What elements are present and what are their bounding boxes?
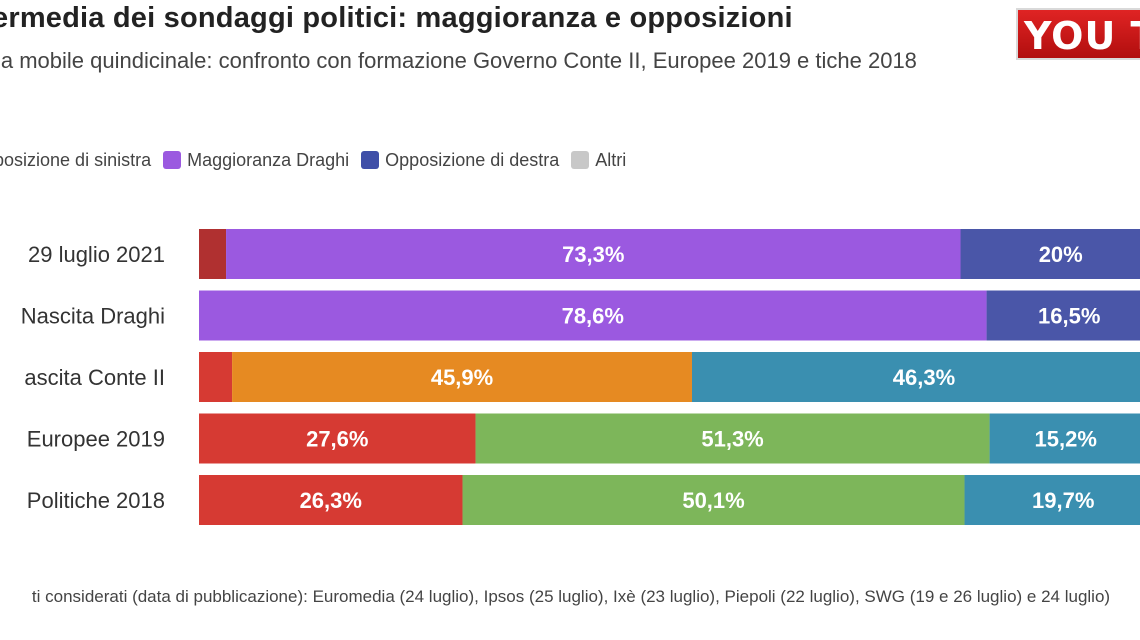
bar-row-ascita-conte-ii: ascita Conte II 45,9% 46,3% [24, 352, 1140, 402]
data-label: 73,3% [562, 242, 624, 267]
legend-swatch [571, 151, 590, 169]
bar-segment [226, 229, 961, 279]
data-label: 15,2% [1035, 427, 1097, 452]
stacked-bar-chart: 29 luglio 2021 73,3% 20% Nascita Draghi 78,6… [21, 229, 1140, 525]
bar-segment [475, 413, 990, 464]
data-label: 45,9% [431, 365, 493, 390]
logo-text: YOU T [1024, 14, 1140, 58]
legend-item-opposizione-sinistra: posizione di sinistra [0, 150, 151, 171]
data-label: 46,3% [893, 365, 955, 390]
data-label: 26,3% [300, 488, 362, 513]
category-label: Nascita Draghi [21, 304, 165, 329]
legend-label: Opposizione di destra [385, 149, 560, 170]
bar-segment [691, 352, 1140, 402]
bar-segment [960, 229, 1140, 279]
bar-segment [986, 290, 1140, 341]
bar-segment [199, 290, 987, 341]
bar-segment [199, 475, 463, 525]
legend-label: Altri [595, 149, 627, 170]
data-label: 19,7% [1032, 488, 1094, 513]
chart-title: ermedia dei sondaggi politici: maggioran… [0, 2, 793, 34]
bar-segment [232, 352, 692, 402]
category-label: Europee 2019 [27, 427, 165, 452]
chart-footnote: ti considerati (data di pubblicazione): … [31, 587, 1111, 606]
chart-legend: posizione di sinistra Maggioranza Draghi… [0, 148, 638, 172]
legend-item-maggioranza-draghi: Maggioranza Draghi [163, 150, 349, 171]
bar-segment [462, 475, 965, 525]
data-label: 78,6% [562, 304, 624, 329]
category-label: 29 luglio 2021 [28, 242, 165, 267]
legend-label: Maggioranza Draghi [187, 149, 350, 170]
bar-segment [989, 413, 1140, 464]
data-label: 50,1% [682, 488, 744, 513]
bar-segment [964, 475, 1140, 525]
bar-row-politiche-2018: Politiche 2018 26,3% 50,1% 19,7% [27, 475, 1140, 525]
bar-segment [199, 413, 476, 464]
bar-row-europee-2019: Europee 2019 27,6% 51,3% 15,2% [27, 413, 1140, 464]
category-label: Politiche 2018 [27, 488, 165, 513]
legend-label: posizione di sinistra [0, 149, 152, 170]
legend-swatch [361, 151, 380, 169]
bar-row-nascita-draghi: Nascita Draghi 78,6% 16,5% [21, 290, 1140, 341]
data-label: 51,3% [701, 427, 763, 452]
category-label: ascita Conte II [24, 365, 165, 390]
data-label: 27,6% [306, 427, 368, 452]
chart-subtitle: ia mobile quindicinale: confronto con fo… [0, 48, 917, 73]
youtrend-logo: YOU T [1016, 8, 1140, 60]
legend-item-altri: Altri [571, 150, 626, 171]
bar-segment [199, 352, 233, 402]
data-label: 20% [1039, 242, 1083, 267]
legend-item-opposizione-destra: Opposizione di destra [361, 150, 559, 171]
bar-row-29-luglio-2021: 29 luglio 2021 73,3% 20% [28, 229, 1140, 279]
data-label: 16,5% [1038, 304, 1100, 329]
legend-swatch [163, 151, 182, 169]
bar-segment [199, 229, 227, 279]
